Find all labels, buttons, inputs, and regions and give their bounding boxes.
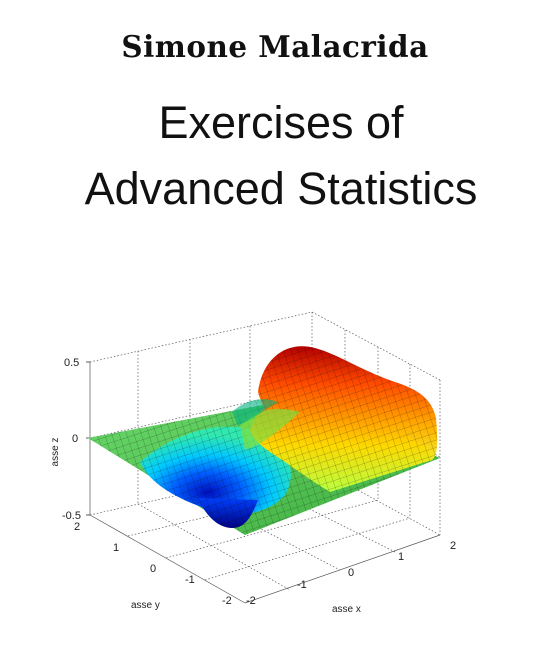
x-axis-ticks: -2 -1 0 1 2 (246, 540, 456, 607)
z-tick: 0.5 (64, 357, 79, 369)
surface-plot-illustration: 0.5 0 -0.5 2 1 0 -1 -2 -2 -1 0 1 2 asse … (50, 311, 456, 615)
book-title-line-1: Exercises of (158, 97, 404, 148)
y-axis-ticks: 2 1 0 -1 -2 (74, 521, 232, 607)
x-tick: -1 (297, 579, 307, 591)
z-axis-label: asse z (50, 438, 61, 467)
z-axis-ticks: 0.5 0 -0.5 (62, 357, 81, 522)
y-tick: -1 (185, 574, 195, 586)
book-title-line-2: Advanced Statistics (84, 163, 478, 214)
y-axis-label: asse y (131, 600, 160, 611)
x-tick: -2 (246, 595, 256, 607)
surface (88, 346, 440, 535)
x-tick: 1 (398, 551, 404, 563)
y-tick: 2 (74, 521, 80, 533)
y-tick: 1 (113, 542, 119, 554)
author-name: Simone Malacrida (121, 30, 429, 65)
x-tick: 2 (450, 540, 456, 552)
y-tick: -2 (222, 595, 232, 607)
z-tick: -0.5 (62, 510, 81, 522)
y-tick: 0 (150, 563, 156, 575)
z-tick: 0 (72, 433, 78, 445)
x-axis-label: asse x (332, 604, 361, 615)
x-tick: 0 (348, 567, 354, 579)
